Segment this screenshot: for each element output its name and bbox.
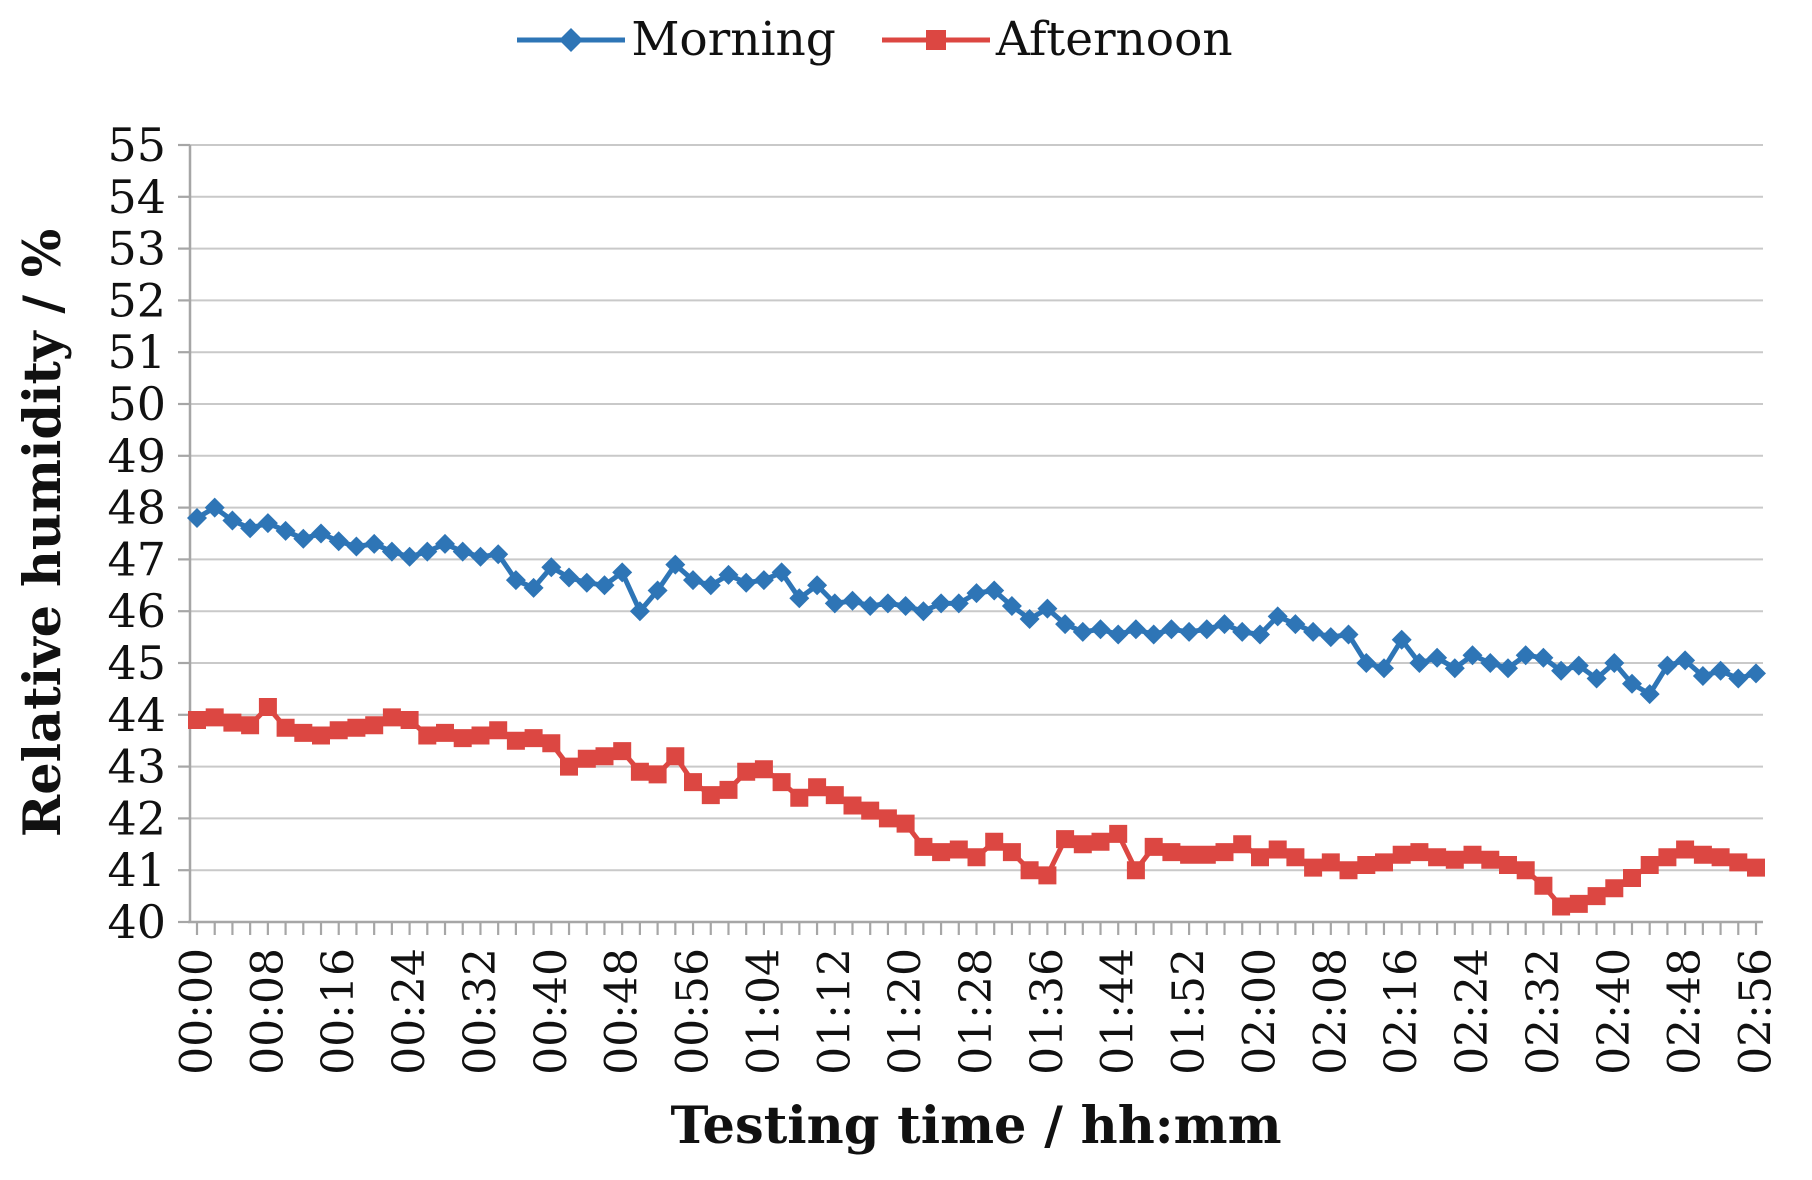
x-tick-label: 01:36 <box>1022 948 1073 1075</box>
x-tick-label: 00:16 <box>313 948 364 1075</box>
y-tick-label: 42 <box>107 791 166 845</box>
data-series <box>187 497 1766 916</box>
x-tick-label: 00:32 <box>455 948 506 1075</box>
x-tick-label: 01:44 <box>1093 948 1144 1075</box>
afternoon-series-marker-icon <box>881 29 990 50</box>
x-tick-label: 00:08 <box>242 948 293 1075</box>
x-tick-label: 01:20 <box>880 948 931 1075</box>
y-tick-label: 40 <box>107 895 166 949</box>
y-tick-label: 53 <box>107 222 166 276</box>
legend-item-afternoon: Afternoon <box>880 12 1233 67</box>
legend-label-afternoon: Afternoon <box>995 12 1233 67</box>
x-tick-label: 00:56 <box>668 948 719 1075</box>
y-axis-title: Relative humidity / % <box>13 229 73 837</box>
x-axis-title: Testing time / hh:mm <box>670 1096 1281 1156</box>
x-tick-label: 02:16 <box>1376 948 1427 1075</box>
x-tick-label: 01:52 <box>1164 948 1215 1075</box>
y-tick-label: 46 <box>107 584 166 638</box>
y-tick-label: 55 <box>107 118 166 172</box>
x-tick-label: 00:48 <box>597 948 648 1075</box>
y-tick-label: 45 <box>107 636 166 690</box>
y-tick-label: 44 <box>107 688 166 742</box>
x-tick-label: 01:28 <box>951 948 1002 1075</box>
series-afternoon-markers <box>188 698 1765 916</box>
legend-label-morning: Morning <box>631 12 836 67</box>
morning-series-marker-icon <box>517 27 626 52</box>
x-tick-label: 02:32 <box>1518 948 1569 1075</box>
x-tick-label: 01:04 <box>738 948 789 1075</box>
gridlines <box>190 144 1763 872</box>
x-tick-label: 01:12 <box>809 948 860 1075</box>
y-tick-label: 49 <box>107 429 166 483</box>
y-tick-label: 47 <box>107 532 166 586</box>
x-tick-label: 02:08 <box>1305 948 1356 1075</box>
x-tick-labels: 00:00 00:08 00:16 00:24 00:32 00:40 00:48 00:56… <box>172 948 1782 1075</box>
x-tick-label: 02:40 <box>1589 948 1640 1075</box>
x-tick-label: 02:48 <box>1660 948 1711 1075</box>
axes <box>178 143 1763 935</box>
x-tick-label: 02:00 <box>1234 948 1285 1075</box>
series-morning-markers <box>187 497 1766 705</box>
y-tick-label: 43 <box>107 740 166 794</box>
x-tick-label: 00:24 <box>384 948 435 1075</box>
x-tick-label: 00:40 <box>526 948 577 1075</box>
chart-legend: Morning Afternoon <box>0 12 1780 67</box>
x-tick-label: 02:24 <box>1447 948 1498 1075</box>
x-tick-label: 00:00 <box>172 948 223 1075</box>
y-tick-label: 52 <box>107 273 166 327</box>
y-tick-label: 51 <box>107 325 166 379</box>
y-tick-label: 41 <box>107 843 166 897</box>
x-tick-label: 02:56 <box>1731 948 1782 1075</box>
y-tick-label: 54 <box>107 170 166 224</box>
legend-item-morning: Morning <box>515 12 836 67</box>
y-tick-label: 50 <box>107 377 166 431</box>
y-tick-label: 48 <box>107 481 166 535</box>
